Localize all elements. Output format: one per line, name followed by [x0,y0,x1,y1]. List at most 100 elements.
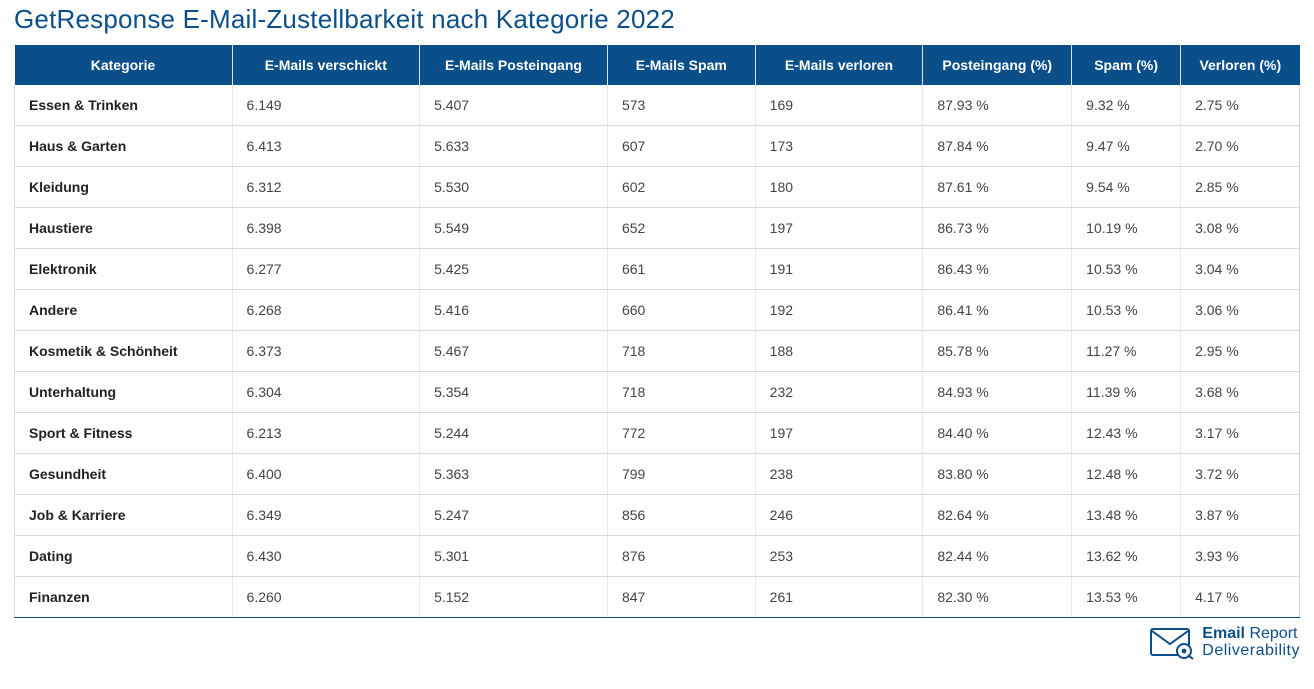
value-cell: 718 [607,331,755,372]
value-cell: 85.78 % [923,331,1072,372]
category-cell: Gesundheit [15,454,233,495]
value-cell: 169 [755,85,923,126]
table-row: Job & Karriere6.3495.24785624682.64 %13.… [15,495,1300,536]
category-cell: Kosmetik & Schönheit [15,331,233,372]
value-cell: 652 [607,208,755,249]
value-cell: 11.39 % [1072,372,1181,413]
value-cell: 3.87 % [1181,495,1300,536]
column-header: Verloren (%) [1181,45,1300,85]
envelope-icon [1150,626,1194,660]
value-cell: 5.416 [420,290,608,331]
value-cell: 6.312 [232,167,420,208]
table-row: Essen & Trinken6.1495.40757316987.93 %9.… [15,85,1300,126]
column-header: Posteingang (%) [923,45,1072,85]
value-cell: 5.425 [420,249,608,290]
value-cell: 246 [755,495,923,536]
value-cell: 799 [607,454,755,495]
table-row: Kosmetik & Schönheit6.3735.46771818885.7… [15,331,1300,372]
table-row: Haustiere6.3985.54965219786.73 %10.19 %3… [15,208,1300,249]
column-header: E-Mails Posteingang [420,45,608,85]
value-cell: 87.84 % [923,126,1072,167]
value-cell: 4.17 % [1181,577,1300,618]
value-cell: 86.73 % [923,208,1072,249]
value-cell: 180 [755,167,923,208]
table-row: Sport & Fitness6.2135.24477219784.40 %12… [15,413,1300,454]
value-cell: 3.93 % [1181,536,1300,577]
category-cell: Haustiere [15,208,233,249]
value-cell: 2.85 % [1181,167,1300,208]
value-cell: 856 [607,495,755,536]
value-cell: 13.53 % [1072,577,1181,618]
value-cell: 3.17 % [1181,413,1300,454]
value-cell: 261 [755,577,923,618]
value-cell: 9.54 % [1072,167,1181,208]
category-cell: Elektronik [15,249,233,290]
value-cell: 83.80 % [923,454,1072,495]
table-row: Elektronik6.2775.42566119186.43 %10.53 %… [15,249,1300,290]
value-cell: 718 [607,372,755,413]
value-cell: 3.06 % [1181,290,1300,331]
table-row: Finanzen6.2605.15284726182.30 %13.53 %4.… [15,577,1300,618]
column-header: E-Mails verloren [755,45,923,85]
value-cell: 3.72 % [1181,454,1300,495]
value-cell: 87.93 % [923,85,1072,126]
table-header-row: KategorieE-Mails verschicktE-Mails Poste… [15,45,1300,85]
value-cell: 5.244 [420,413,608,454]
column-header: E-Mails Spam [607,45,755,85]
value-cell: 6.430 [232,536,420,577]
value-cell: 84.40 % [923,413,1072,454]
value-cell: 12.48 % [1072,454,1181,495]
category-cell: Finanzen [15,577,233,618]
page-title: GetResponse E-Mail-Zustellbarkeit nach K… [14,4,1300,35]
value-cell: 82.64 % [923,495,1072,536]
value-cell: 5.549 [420,208,608,249]
value-cell: 661 [607,249,755,290]
table-row: Andere6.2685.41666019286.41 %10.53 %3.06… [15,290,1300,331]
value-cell: 602 [607,167,755,208]
value-cell: 87.61 % [923,167,1072,208]
value-cell: 876 [607,536,755,577]
value-cell: 5.530 [420,167,608,208]
value-cell: 9.32 % [1072,85,1181,126]
value-cell: 6.349 [232,495,420,536]
value-cell: 5.407 [420,85,608,126]
logo-line-2: Deliverability [1202,643,1300,660]
table-row: Gesundheit6.4005.36379923883.80 %12.48 %… [15,454,1300,495]
table-row: Kleidung6.3125.53060218087.61 %9.54 %2.8… [15,167,1300,208]
value-cell: 82.44 % [923,536,1072,577]
category-cell: Andere [15,290,233,331]
category-cell: Sport & Fitness [15,413,233,454]
column-header: Kategorie [15,45,233,85]
value-cell: 86.41 % [923,290,1072,331]
value-cell: 6.373 [232,331,420,372]
value-cell: 5.354 [420,372,608,413]
value-cell: 6.277 [232,249,420,290]
value-cell: 82.30 % [923,577,1072,618]
value-cell: 5.467 [420,331,608,372]
value-cell: 3.68 % [1181,372,1300,413]
category-cell: Unterhaltung [15,372,233,413]
value-cell: 5.301 [420,536,608,577]
table-row: Unterhaltung6.3045.35471823284.93 %11.39… [15,372,1300,413]
value-cell: 12.43 % [1072,413,1181,454]
category-cell: Job & Karriere [15,495,233,536]
value-cell: 84.93 % [923,372,1072,413]
value-cell: 607 [607,126,755,167]
value-cell: 86.43 % [923,249,1072,290]
column-header: E-Mails verschickt [232,45,420,85]
category-cell: Dating [15,536,233,577]
value-cell: 5.247 [420,495,608,536]
table-row: Haus & Garten6.4135.63360717387.84 %9.47… [15,126,1300,167]
value-cell: 253 [755,536,923,577]
value-cell: 6.213 [232,413,420,454]
value-cell: 6.398 [232,208,420,249]
category-cell: Kleidung [15,167,233,208]
value-cell: 2.95 % [1181,331,1300,372]
value-cell: 188 [755,331,923,372]
footer-logo: Email Report Deliverability [14,626,1300,660]
value-cell: 10.19 % [1072,208,1181,249]
value-cell: 5.633 [420,126,608,167]
value-cell: 6.268 [232,290,420,331]
value-cell: 660 [607,290,755,331]
value-cell: 232 [755,372,923,413]
